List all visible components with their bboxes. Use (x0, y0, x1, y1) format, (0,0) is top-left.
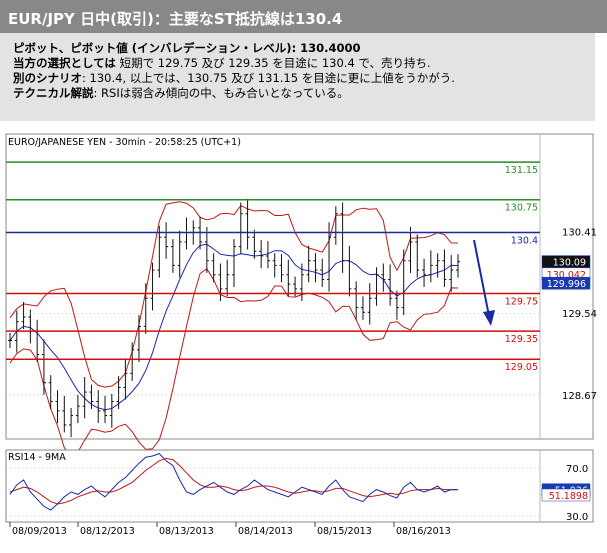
level-label: 129.75 (505, 297, 538, 308)
level-label: 129.35 (505, 334, 538, 345)
rsi-tick-label: 30.0 (566, 512, 588, 523)
price-badge-label: 130.042 (547, 270, 586, 281)
alternative-label: 別のシナリオ (13, 71, 82, 85)
y-tick-label: 128.67 (562, 391, 597, 402)
y-axis-ticks: 130.41 129.54 128.67 (6, 228, 597, 402)
technical-line: テクニカル解説: RSIは弱含み傾向の中、もみ合いとなっている。 (13, 85, 349, 101)
level-label: 130.75 (505, 203, 538, 214)
forecast-arrow-shaft (473, 239, 490, 317)
pivot-value: : 130.4000 (291, 41, 361, 55)
level-label: 129.05 (505, 362, 538, 373)
rsi-layer: 70.030.051.93651.1898 (6, 453, 591, 523)
x-tick-label: 08/13/2013 (159, 526, 214, 537)
x-tick-label: 08/15/2013 (317, 526, 372, 537)
x-tick-label: 08/09/2013 (12, 526, 67, 537)
x-axis-ticks: 08/09/2013 08/12/2013 08/13/2013 08/14/2013… (9, 522, 451, 537)
price-layer (8, 198, 460, 457)
rsi-ma-line (9, 457, 459, 505)
price-badge (541, 276, 591, 290)
alternative-line: 別のシナリオ: 130.4, 以上では、130.75 及び 131.15 を目途… (13, 70, 455, 86)
y-tick-label: 129.54 (562, 309, 597, 320)
price-chart: EURO/JAPANESE YEN - 30min - 20:58:25 (UT… (5, 133, 597, 537)
technical-label: テクニカル解説 (13, 86, 94, 100)
price-badge-label: 130.09 (553, 258, 586, 269)
preferred-line: 当方の選択としては 短期で 129.75 及び 129.35 を目途に 130.… (13, 55, 431, 71)
chart-title: EURO/JAPANESE YEN - 30min - 20:58:25 (UT… (8, 137, 241, 148)
preferred-text: 短期で 129.75 及び 129.35 を目途に 130.4 で、売り持ち. (119, 56, 431, 70)
alternative-text: : 130.4, 以上では、130.75 及び 131.15 を目途に更に上値を… (82, 71, 455, 85)
pivot-label: ピボット、ピボット値 (インバレデーション・レベル) (13, 41, 292, 55)
page-title: EUR/JPY 日中(取引)：主要なST抵抗線は130.4 (8, 10, 343, 28)
y-tick-label: 130.41 (562, 228, 597, 239)
price-badge-label: 129.996 (547, 279, 586, 290)
x-tick-label: 08/16/2013 (396, 526, 451, 537)
technical-text: : RSIは弱含み傾向の中、もみ合いとなっている。 (93, 86, 349, 100)
level-label: 131.15 (505, 165, 538, 176)
rsi-title: RSI14 - 9MA (8, 452, 66, 463)
pivot-line: ピボット、ピボット値 (インバレデーション・レベル): 130.4000 (13, 40, 361, 56)
analysis-summary: ピボット、ピボット値 (インバレデーション・レベル): 130.4000 当方の… (0, 33, 595, 121)
rsi-tick-label: 70.0 (566, 464, 588, 475)
x-tick-label: 08/12/2013 (80, 526, 135, 537)
rsi-badge-label: 51.1898 (549, 491, 588, 502)
level-layer: 131.15 130.75 130.4 129.75 129.35 129.05 (6, 161, 540, 373)
forecast-arrow-head (483, 310, 495, 326)
upper-band-line (9, 201, 459, 388)
rsi-badge (541, 488, 591, 502)
header-bar: EUR/JPY 日中(取引)：主要なST抵抗線は130.4 (0, 0, 607, 33)
rsi-panel-frame (5, 449, 594, 523)
price-panel-frame (5, 133, 594, 440)
level-label: 130.4 (511, 236, 538, 247)
preferred-label: 当方の選択としては (13, 56, 116, 70)
x-tick-label: 08/14/2013 (238, 526, 293, 537)
rsi-line (9, 453, 459, 511)
lower-band-line (9, 267, 459, 457)
